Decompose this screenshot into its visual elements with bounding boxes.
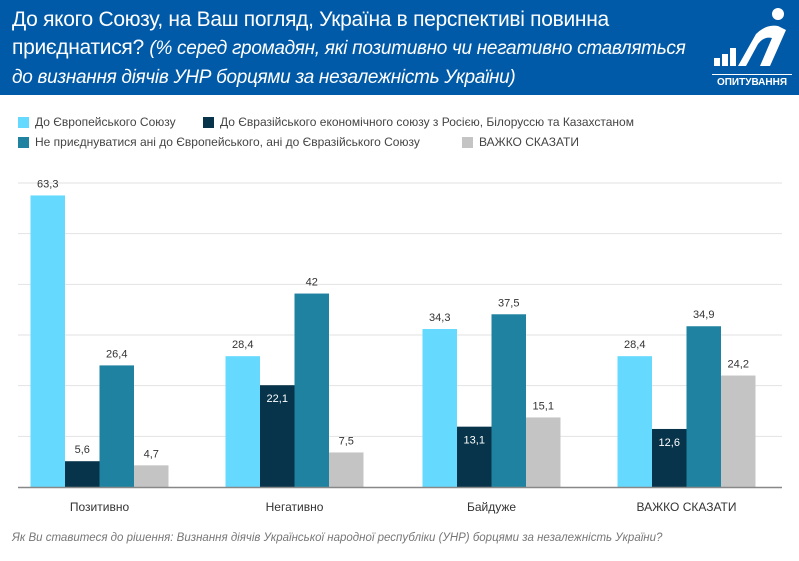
data-label: 13,1 — [464, 435, 485, 447]
bar-chart: 63,3 5,6 26,4 4,7 Позитивно 28,4 22,1 42 7,5 Нега… — [18, 178, 782, 514]
data-label: 22,1 — [267, 393, 288, 405]
bar — [491, 314, 526, 487]
category-label: Байдуже — [467, 500, 516, 514]
bar — [134, 465, 169, 487]
data-label: 42 — [306, 277, 318, 289]
legend-swatch — [18, 116, 29, 128]
data-label: 24,2 — [728, 359, 749, 371]
data-label: 63,3 — [37, 178, 58, 190]
bar — [65, 461, 100, 487]
bar — [260, 385, 295, 487]
data-label: 34,9 — [693, 309, 714, 321]
data-label: 34,3 — [429, 312, 450, 324]
legend-item-eaeu: До Євразійського економічного союзу з Ро… — [203, 115, 634, 129]
data-label: 12,6 — [659, 437, 680, 449]
bar — [329, 452, 364, 487]
bar — [457, 426, 492, 487]
logo-text: ОПИТУВАННЯ — [712, 74, 792, 88]
bar — [652, 428, 687, 487]
data-label: 37,5 — [498, 297, 519, 309]
title-text: До якого Союзу, на Ваш погляд, Україна в… — [12, 8, 609, 59]
data-label: 26,4 — [106, 348, 127, 360]
data-label: 5,6 — [75, 444, 90, 456]
legend-swatch — [203, 116, 214, 128]
data-label: 4,7 — [144, 448, 159, 460]
bar — [686, 326, 721, 487]
category-label: Позитивно — [70, 500, 130, 514]
header: До якого Союзу, на Ваш погляд, Україна в… — [0, 0, 799, 95]
legend-label: До Європейського Союзу — [35, 115, 176, 129]
subtitle-text: (% серед громадян, які позитивно чи нега… — [12, 38, 686, 88]
data-label: 28,4 — [232, 339, 253, 351]
legend-label: Не приєднуватися ані до Європейського, а… — [35, 135, 420, 149]
logo-icon — [714, 8, 786, 66]
data-label: 7,5 — [339, 435, 354, 447]
bar — [721, 375, 756, 487]
legend-label: ВАЖКО СКАЗАТИ — [479, 135, 580, 149]
legend-swatch — [462, 136, 473, 148]
bar — [225, 356, 260, 487]
data-label: 28,4 — [624, 339, 645, 351]
bar — [99, 365, 134, 487]
bar — [422, 329, 457, 487]
category-label: Негативно — [266, 500, 324, 514]
bar — [617, 356, 652, 487]
legend-label: До Євразійського економічного союзу з Ро… — [220, 115, 634, 129]
bar — [30, 195, 65, 487]
data-label: 15,1 — [533, 400, 554, 412]
bar — [294, 293, 329, 487]
category-label: ВАЖКО СКАЗАТИ — [636, 500, 736, 514]
question-note: Як Ви ставитеся до рішення: Визнання дія… — [12, 532, 663, 544]
legend-item-neither: Не приєднуватися ані до Європейського, а… — [18, 135, 420, 149]
legend-swatch — [18, 136, 29, 148]
chart-title: До якого Союзу, на Ваш погляд, Україна в… — [12, 6, 692, 92]
legend-item-hard-to-say: ВАЖКО СКАЗАТИ — [462, 135, 579, 149]
bar — [526, 417, 561, 487]
legend-item-eu: До Європейського Союзу — [18, 115, 176, 129]
